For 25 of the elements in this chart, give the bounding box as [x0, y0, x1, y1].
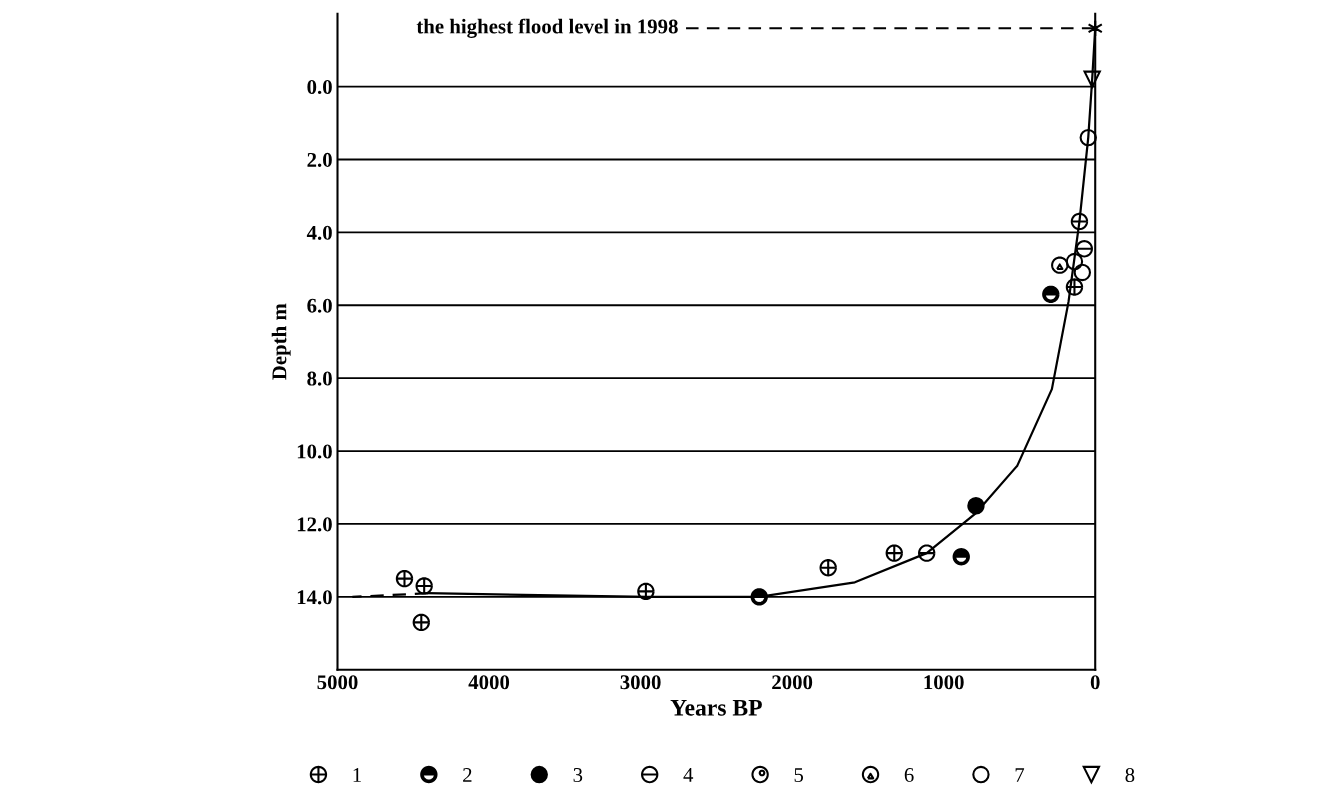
x-tick-label: 1000 [924, 675, 964, 690]
y-tick-label: 14.0 [297, 590, 332, 605]
y-tick-label: 4.0 [306, 225, 332, 240]
x-tick-label: 0 [1090, 675, 1100, 690]
legend-label: 4 [683, 768, 694, 782]
legend-label: 7 [1015, 768, 1025, 782]
y-tick-label: 2.0 [307, 152, 332, 167]
legend-label: 6 [904, 768, 914, 783]
y-tick-label: 6.0 [307, 298, 332, 313]
x-tick-label: 2000 [772, 675, 813, 690]
ref-line-label: the highest flood level in 1998 [416, 18, 678, 38]
y-tick-label: 8.0 [307, 371, 332, 386]
y-tick-label: 0.0 [307, 79, 332, 95]
y-tick-label: 12.0 [297, 517, 332, 532]
legend-label: 5 [794, 768, 804, 783]
x-axis-title: Years BP [670, 699, 762, 716]
legend-label: 8 [1125, 767, 1135, 783]
x-tick-label: 4000 [468, 675, 510, 690]
x-tick-label: 5000 [317, 675, 358, 690]
x-tick-label: 3000 [620, 675, 661, 690]
y-tick-label: 10.0 [297, 444, 332, 459]
legend-label: 2 [463, 768, 472, 782]
y-axis-title: Depth m [271, 303, 291, 380]
legend-label: 1 [353, 768, 361, 782]
legend-label: 3 [573, 768, 583, 783]
